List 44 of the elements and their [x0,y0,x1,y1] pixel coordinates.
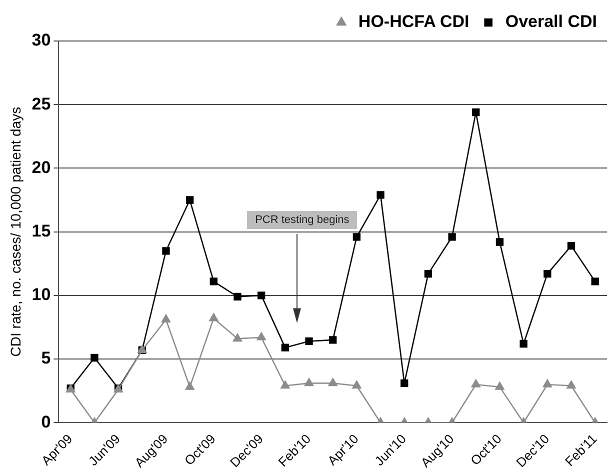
y-tick-label: 30 [32,30,51,50]
point [304,378,314,386]
point [258,292,266,300]
y-tick-label: 0 [41,412,51,432]
point [329,336,337,344]
point [281,344,290,352]
legend-label: HO-HCFA CDI [358,12,470,32]
point [542,379,552,388]
legend-label: Overall CDI [505,12,598,32]
point [210,278,218,286]
point [162,247,170,255]
y-tick-label: 5 [41,348,51,368]
point [400,379,408,388]
point [567,242,576,250]
point [448,233,456,241]
point [232,334,242,342]
point [591,278,599,286]
point [495,382,504,390]
point [352,380,362,389]
point [305,337,313,346]
point [520,340,528,348]
point [424,270,432,278]
point [352,233,361,241]
point [496,238,504,246]
point [185,382,194,390]
point [376,191,384,199]
point [234,292,242,301]
point [90,354,98,362]
y-tick-label: 10 [32,285,51,304]
point [471,379,480,388]
y-tick-label: 15 [32,222,51,241]
y-tick-label: 25 [32,94,51,114]
annotation: PCR testing begins [247,211,358,230]
point [328,378,338,386]
point [186,196,194,204]
point [161,314,171,322]
point [256,332,266,340]
y-axis-title: CDI rate, no. cases/ 10,000 patient days [7,106,24,357]
point [472,108,480,116]
y-tick-label: 20 [32,158,51,177]
point [280,380,290,389]
point [566,380,576,389]
point [544,270,552,278]
point [209,313,218,322]
